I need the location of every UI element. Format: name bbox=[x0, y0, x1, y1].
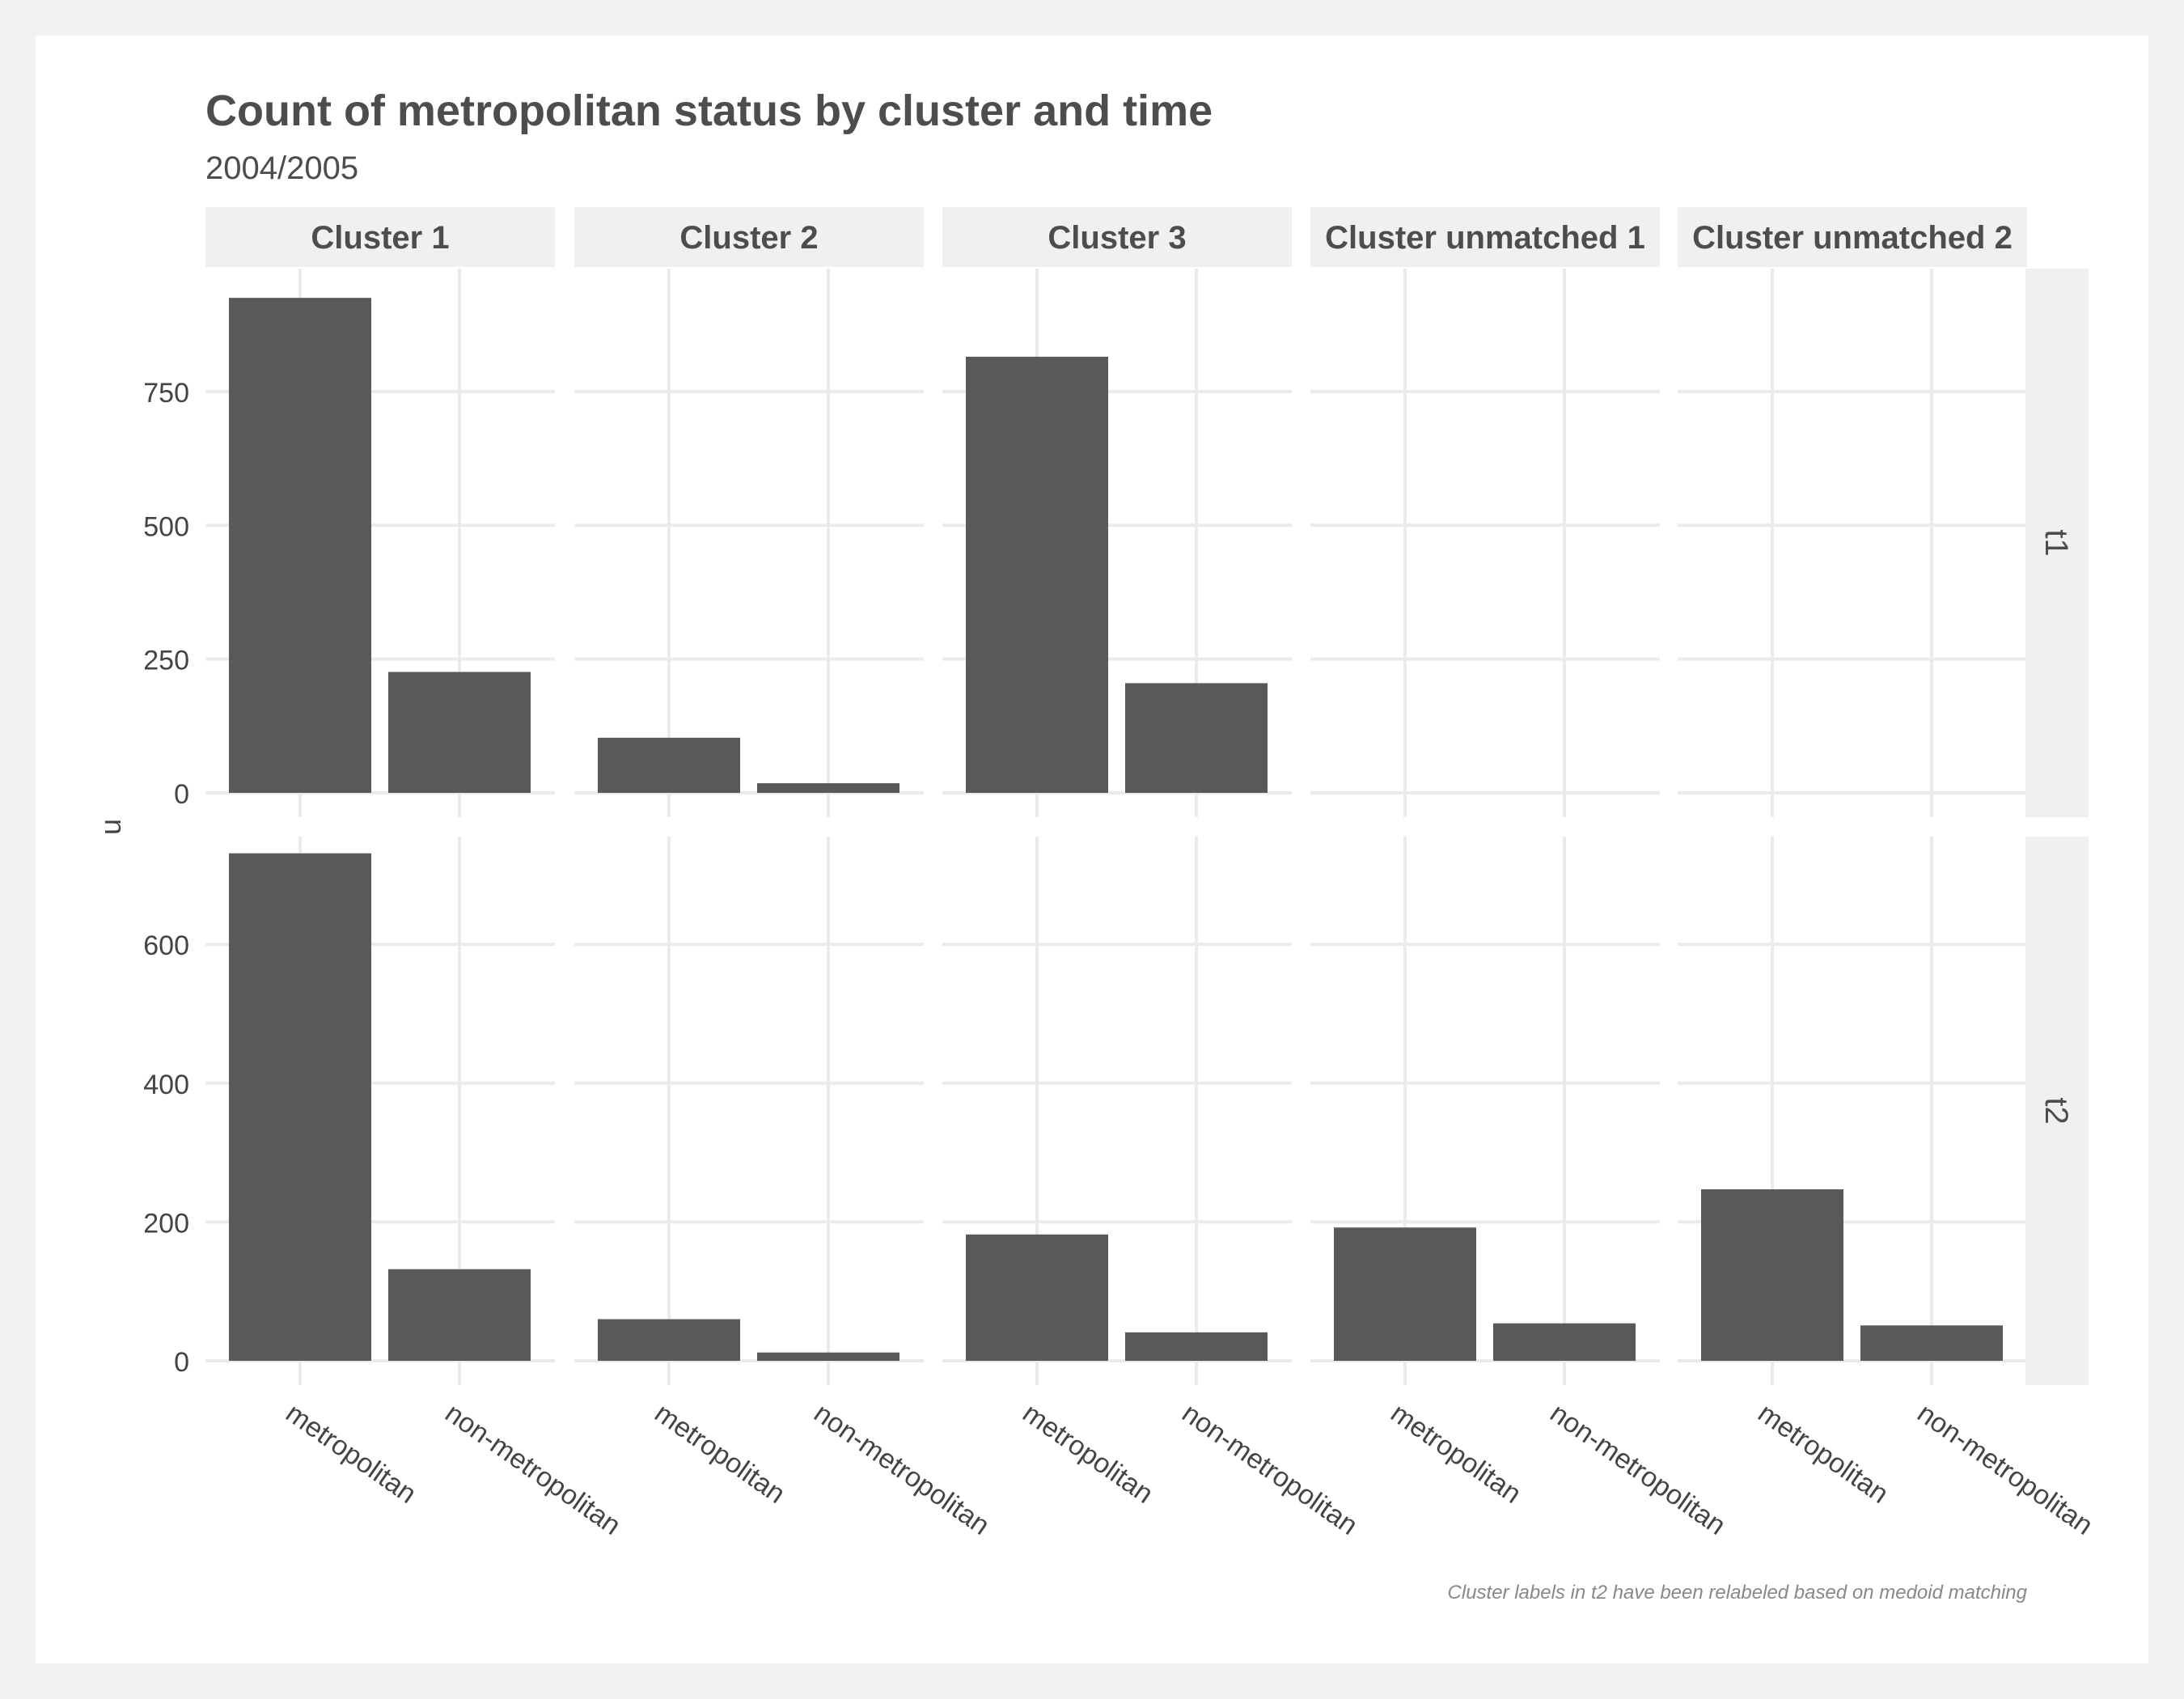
bar-non-metropolitan bbox=[1125, 683, 1268, 793]
row-strip-label: t1 bbox=[2038, 529, 2074, 556]
facet-strip-3 bbox=[942, 207, 1292, 267]
bar-non-metropolitan bbox=[388, 672, 531, 793]
bar-non-metropolitan bbox=[1125, 1332, 1268, 1361]
bar-metropolitan bbox=[966, 356, 1108, 793]
y-tick-label: 0 bbox=[174, 779, 189, 810]
y-tick-label: 250 bbox=[143, 646, 189, 676]
facet-strip-label: Cluster unmatched 2 bbox=[1692, 220, 2013, 256]
bar-metropolitan bbox=[229, 298, 371, 794]
bar-non-metropolitan bbox=[757, 1352, 899, 1361]
y-tick-label: 400 bbox=[143, 1070, 189, 1100]
facet-strip-4 bbox=[1310, 207, 1660, 267]
chart-caption: Cluster labels in t2 have been relabeled… bbox=[1448, 1582, 2028, 1604]
row-strip-t2 bbox=[2025, 837, 2089, 1385]
bar-non-metropolitan bbox=[1493, 1323, 1636, 1361]
facet-strip-label: Cluster unmatched 1 bbox=[1325, 220, 1645, 256]
bar-metropolitan bbox=[598, 737, 740, 793]
facet-strip-1 bbox=[205, 207, 555, 267]
facet-strip-label: Cluster 3 bbox=[1048, 220, 1186, 256]
y-tick-label: 600 bbox=[143, 930, 189, 961]
bar-metropolitan bbox=[1701, 1189, 1843, 1361]
bar-metropolitan bbox=[1334, 1227, 1476, 1361]
bar-non-metropolitan bbox=[388, 1269, 531, 1361]
bar-metropolitan bbox=[229, 853, 371, 1361]
chart-title: Count of metropolitan status by cluster … bbox=[205, 87, 1213, 135]
plot-card bbox=[36, 36, 2148, 1663]
y-axis-label: n bbox=[99, 819, 132, 835]
facet-strip-label: Cluster 2 bbox=[679, 220, 818, 256]
facet-strip-2 bbox=[574, 207, 924, 267]
facet-strip-label: Cluster 1 bbox=[311, 220, 449, 256]
y-tick-label: 200 bbox=[143, 1208, 189, 1239]
y-tick-label: 500 bbox=[143, 511, 189, 542]
chart-subtitle: 2004/2005 bbox=[205, 150, 358, 186]
bar-non-metropolitan bbox=[757, 783, 899, 793]
bar-metropolitan bbox=[598, 1319, 740, 1361]
y-tick-label: 0 bbox=[174, 1347, 189, 1378]
y-tick-label: 750 bbox=[143, 378, 189, 409]
bar-non-metropolitan bbox=[1860, 1325, 2003, 1361]
row-strip-label: t2 bbox=[2038, 1097, 2074, 1124]
facet-strip-5 bbox=[1678, 207, 2027, 267]
bar-metropolitan bbox=[966, 1234, 1108, 1361]
facet-panels: Cluster 1 Cluster 2 Cluster 3 Cluster unmat… bbox=[143, 207, 2098, 1541]
row-strip-t1 bbox=[2025, 269, 2089, 817]
